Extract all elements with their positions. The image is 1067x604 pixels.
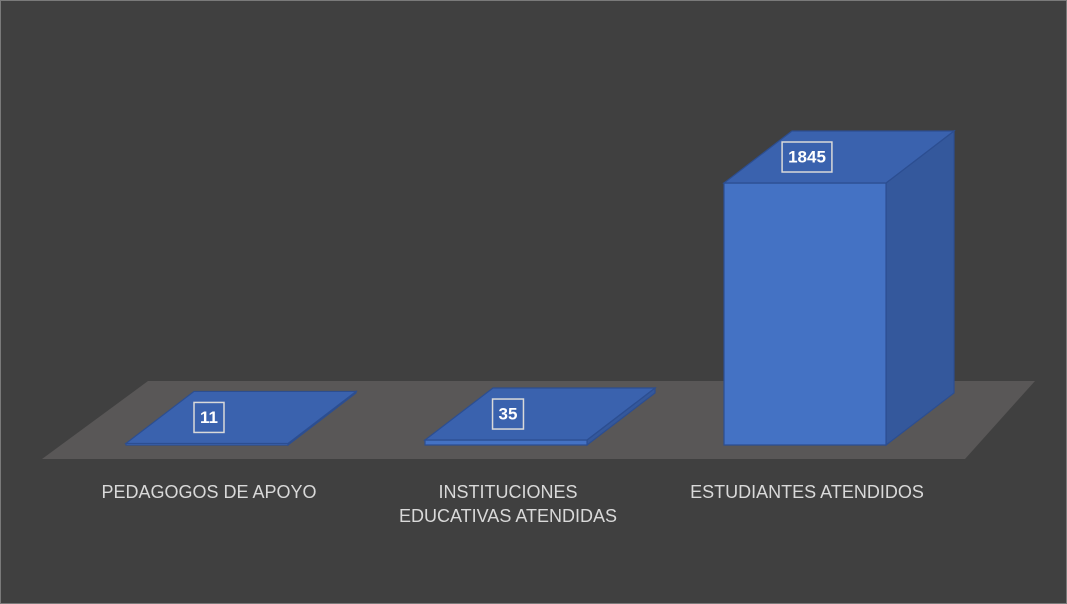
bar-top	[423, 387, 657, 441]
value-label-box	[193, 401, 225, 434]
value-label-box	[491, 398, 525, 430]
x-tick-label: INSTITUCIONES EDUCATIVAS ATENDIDAS	[398, 482, 618, 526]
bar	[124, 390, 358, 447]
bar-top	[124, 390, 358, 445]
bar-front	[723, 182, 887, 446]
bar	[722, 129, 956, 447]
x-tick-label: PEDAGOGOS DE APOYO	[101, 482, 317, 502]
value-label-box	[781, 141, 833, 173]
bar-front	[424, 439, 588, 446]
x-tick-label: ESTUDIANTES ATENDIDOS	[690, 482, 924, 502]
value-label: 11	[200, 408, 218, 427]
value-label: 1845	[788, 147, 826, 166]
bar	[423, 386, 657, 447]
value-label: 35	[499, 405, 518, 424]
bar-side	[885, 129, 955, 447]
